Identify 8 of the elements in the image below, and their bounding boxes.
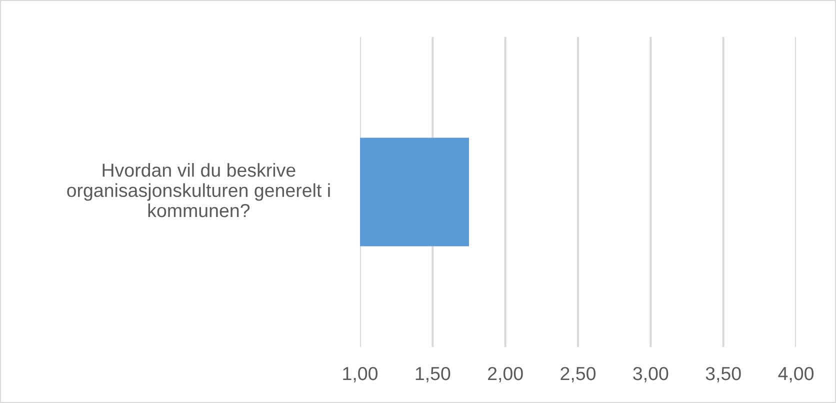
x-tick-label: 4,00 xyxy=(778,366,814,382)
x-tick-label: 1,00 xyxy=(343,366,378,382)
x-tick-label: 2,50 xyxy=(560,366,596,382)
x-tick-label: 3,50 xyxy=(706,366,741,382)
x-tick-label: 3,00 xyxy=(633,366,668,382)
x-tick-label: 2,00 xyxy=(488,366,523,382)
x-tick-label: 1,50 xyxy=(416,366,450,382)
y-tick-label: Hvordan vil du beskrive organisasjonskulturen generelt i kommunen? xyxy=(67,163,330,218)
